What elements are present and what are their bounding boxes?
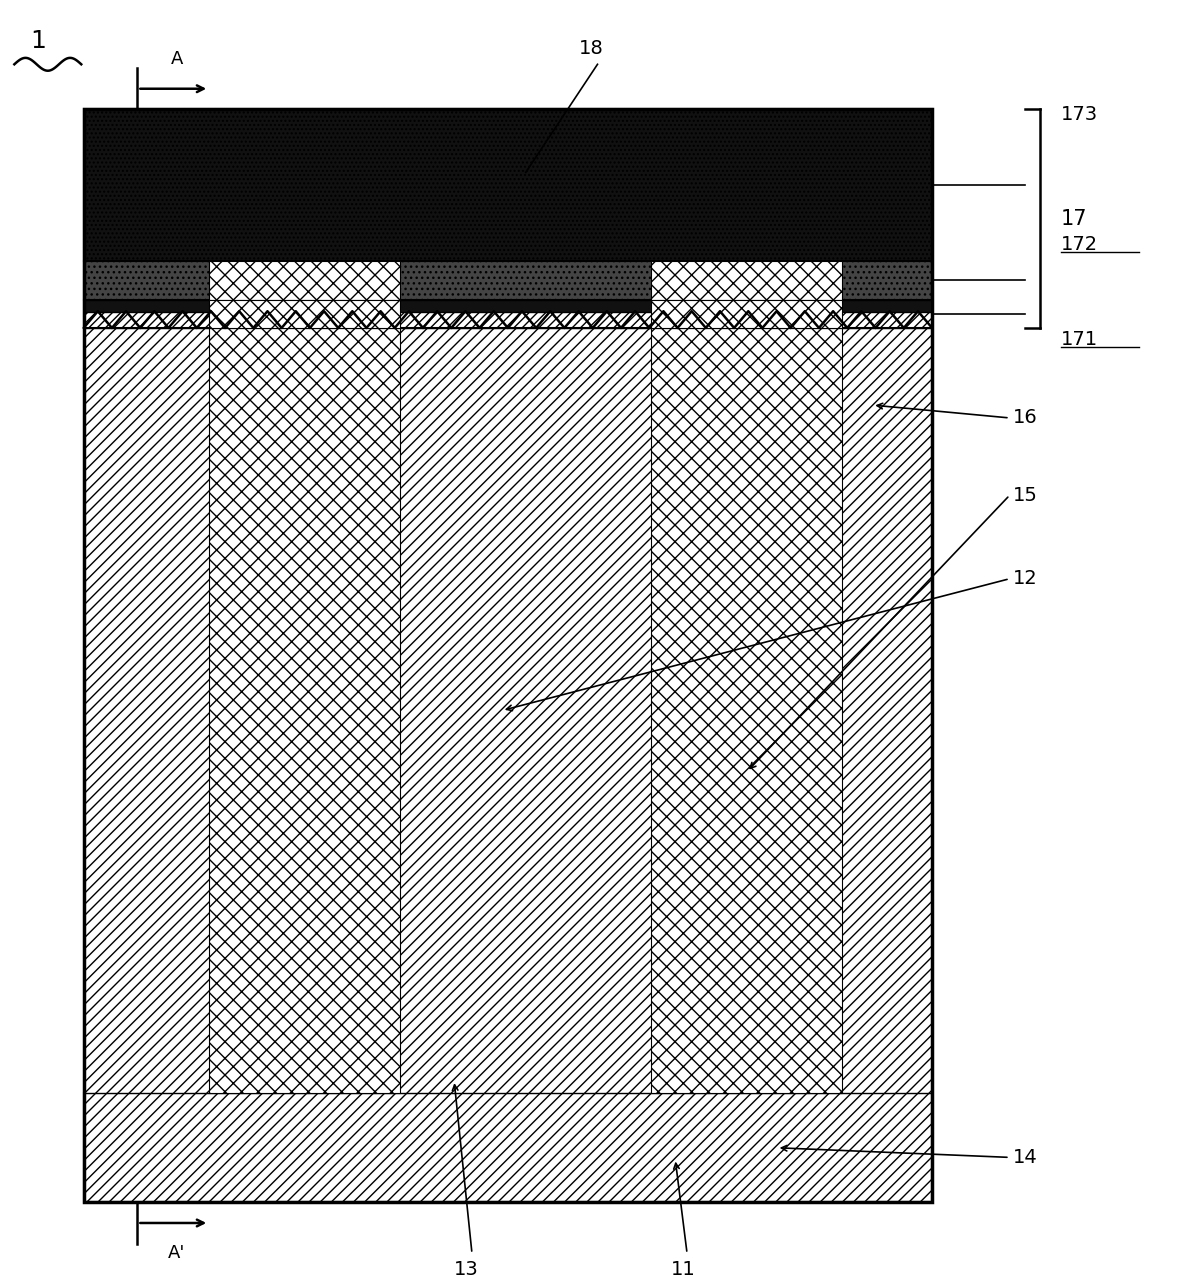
Text: 13: 13: [454, 1260, 478, 1280]
Text: 171: 171: [1061, 331, 1098, 349]
Bar: [84, 109, 932, 261]
Text: 18: 18: [580, 39, 603, 58]
Text: 16: 16: [1013, 409, 1038, 427]
Bar: [651, 261, 842, 300]
Text: A': A': [168, 1244, 185, 1262]
Text: 14: 14: [1013, 1148, 1038, 1166]
Text: 11: 11: [672, 1260, 695, 1280]
Bar: [209, 300, 400, 328]
Bar: [651, 328, 842, 1093]
Bar: [84, 300, 932, 328]
Bar: [84, 109, 932, 1202]
Bar: [651, 300, 842, 328]
Bar: [209, 261, 400, 300]
Bar: [84, 261, 932, 300]
Text: 17: 17: [1061, 208, 1087, 229]
Bar: [84, 1093, 932, 1202]
Bar: [84, 300, 932, 312]
Text: 15: 15: [1013, 486, 1038, 504]
Text: A: A: [171, 50, 183, 68]
Text: 1: 1: [30, 30, 47, 53]
Text: 12: 12: [1013, 570, 1038, 588]
Bar: [209, 328, 400, 1093]
Bar: [84, 328, 932, 1093]
Text: 173: 173: [1061, 105, 1098, 123]
Text: 172: 172: [1061, 235, 1098, 253]
